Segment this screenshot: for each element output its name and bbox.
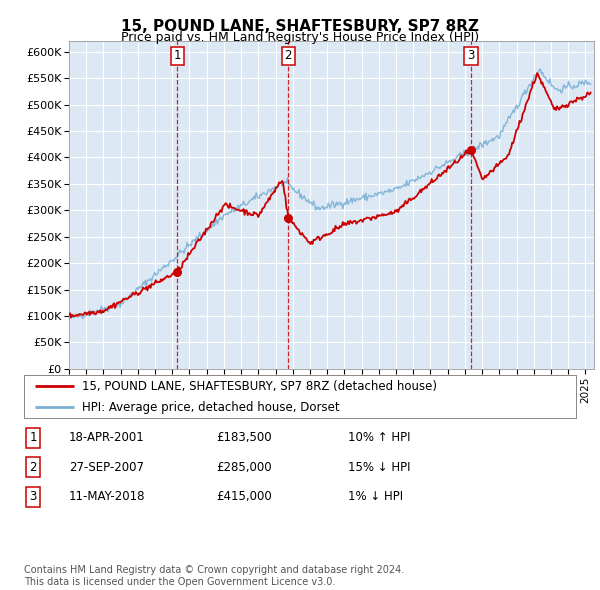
Text: £285,000: £285,000 [216, 461, 272, 474]
Text: 1: 1 [29, 431, 37, 444]
Text: £183,500: £183,500 [216, 431, 272, 444]
Text: 3: 3 [467, 50, 475, 63]
Text: Contains HM Land Registry data © Crown copyright and database right 2024.
This d: Contains HM Land Registry data © Crown c… [24, 565, 404, 587]
Text: 15% ↓ HPI: 15% ↓ HPI [348, 461, 410, 474]
Text: 2: 2 [284, 50, 292, 63]
Text: 11-MAY-2018: 11-MAY-2018 [69, 490, 146, 503]
Text: 18-APR-2001: 18-APR-2001 [69, 431, 145, 444]
Text: £415,000: £415,000 [216, 490, 272, 503]
Text: 15, POUND LANE, SHAFTESBURY, SP7 8RZ: 15, POUND LANE, SHAFTESBURY, SP7 8RZ [121, 19, 479, 34]
Text: 3: 3 [29, 490, 37, 503]
Text: HPI: Average price, detached house, Dorset: HPI: Average price, detached house, Dors… [82, 401, 340, 414]
Text: 2: 2 [29, 461, 37, 474]
Text: 1% ↓ HPI: 1% ↓ HPI [348, 490, 403, 503]
Text: 15, POUND LANE, SHAFTESBURY, SP7 8RZ (detached house): 15, POUND LANE, SHAFTESBURY, SP7 8RZ (de… [82, 380, 437, 393]
Text: Price paid vs. HM Land Registry's House Price Index (HPI): Price paid vs. HM Land Registry's House … [121, 31, 479, 44]
Text: 27-SEP-2007: 27-SEP-2007 [69, 461, 144, 474]
Text: 1: 1 [173, 50, 181, 63]
Text: 10% ↑ HPI: 10% ↑ HPI [348, 431, 410, 444]
